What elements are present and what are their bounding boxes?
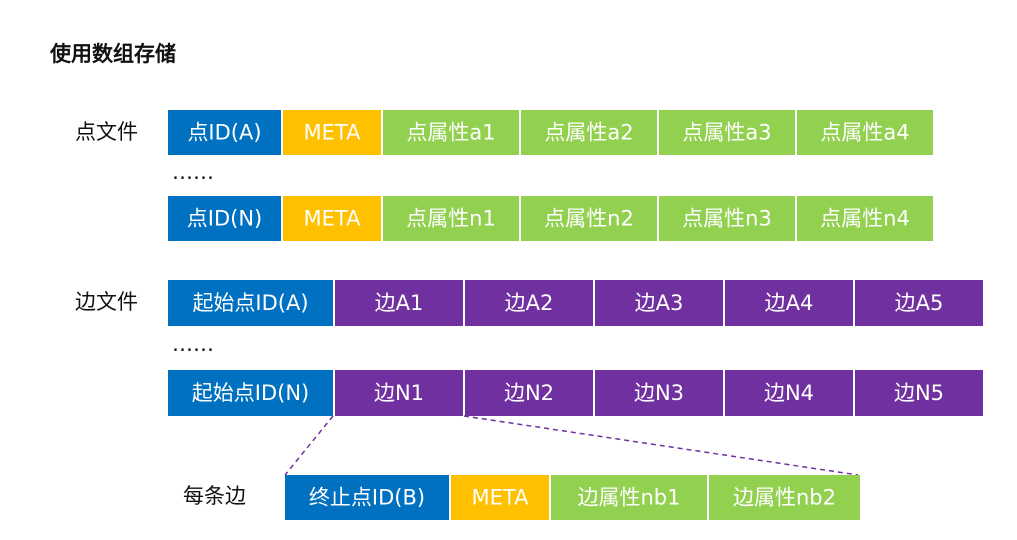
cell-text: 边A4: [765, 291, 814, 315]
cell: [521, 196, 657, 241]
cell: [168, 370, 333, 416]
cell: [797, 110, 933, 155]
cell-text: 点属性n4: [820, 207, 910, 231]
cell: [168, 280, 333, 326]
dashed-link: [463, 415, 859, 476]
ellipsis: ……: [172, 160, 214, 184]
cell-text: 边A5: [895, 291, 944, 315]
cell: [383, 110, 519, 155]
cell-text: META: [472, 486, 530, 510]
cell-text: 边A2: [505, 291, 554, 315]
cell-text: 边A3: [635, 291, 684, 315]
cell: [283, 110, 381, 155]
cell-text: 点属性a4: [820, 121, 909, 145]
cell-text: 边N5: [894, 381, 944, 405]
dashed-link: [284, 415, 334, 476]
cell: [465, 370, 593, 416]
edge-file-label: 边文件: [75, 290, 138, 314]
title: 使用数组存储: [49, 42, 176, 66]
each-edge-label: 每条边: [183, 484, 246, 508]
cell-text: META: [304, 121, 362, 145]
cell-text: 边属性nb1: [577, 486, 680, 510]
cell: [285, 475, 449, 520]
cell: [595, 280, 723, 326]
cell: [855, 370, 983, 416]
cell-text: 边A1: [375, 291, 424, 315]
cell-text: 点属性a1: [406, 121, 495, 145]
cell-text: 点属性a3: [682, 121, 771, 145]
cell: [855, 280, 983, 326]
cell: [797, 196, 933, 241]
cell: [335, 370, 463, 416]
cell-text: 起始点ID(A): [192, 291, 308, 315]
cell: [451, 475, 549, 520]
cell: [168, 110, 281, 155]
cell: [709, 475, 860, 520]
cell-text: 边N3: [634, 381, 684, 405]
cell: [521, 110, 657, 155]
cell: [725, 370, 853, 416]
cell-text: 点属性n1: [406, 207, 496, 231]
cell-text: 边N4: [764, 381, 814, 405]
cell-text: 起始点ID(N): [192, 381, 309, 405]
cell-text: 点属性a2: [544, 121, 633, 145]
cell-text: 边N2: [504, 381, 554, 405]
cell-text: 点属性n3: [682, 207, 772, 231]
cell: [335, 280, 463, 326]
cell: [725, 280, 853, 326]
cell: [465, 280, 593, 326]
cell-text: 点ID(A): [187, 121, 261, 145]
cell: [283, 196, 381, 241]
ellipsis: ……: [172, 332, 214, 356]
cell-text: 边N1: [374, 381, 424, 405]
vertex-file-label: 点文件: [75, 120, 138, 144]
cell-text: 点ID(N): [187, 207, 262, 231]
cell-text: META: [304, 207, 362, 231]
cell: [551, 475, 707, 520]
cell: [168, 196, 281, 241]
cell: [659, 196, 795, 241]
cell: [595, 370, 723, 416]
cell: [659, 110, 795, 155]
cell: [383, 196, 519, 241]
cell-text: 点属性n2: [544, 207, 634, 231]
cell-text: 边属性nb2: [733, 486, 836, 510]
cell-text: 终止点ID(B): [309, 486, 425, 510]
